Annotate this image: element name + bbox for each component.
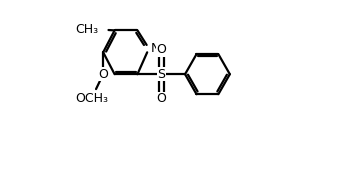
Text: O: O <box>98 68 108 81</box>
Text: O: O <box>156 93 166 105</box>
Text: OCH₃: OCH₃ <box>75 92 108 104</box>
Text: N: N <box>150 42 160 55</box>
Text: S: S <box>157 68 165 81</box>
Text: O: O <box>156 43 166 56</box>
Text: CH₃: CH₃ <box>75 23 98 36</box>
